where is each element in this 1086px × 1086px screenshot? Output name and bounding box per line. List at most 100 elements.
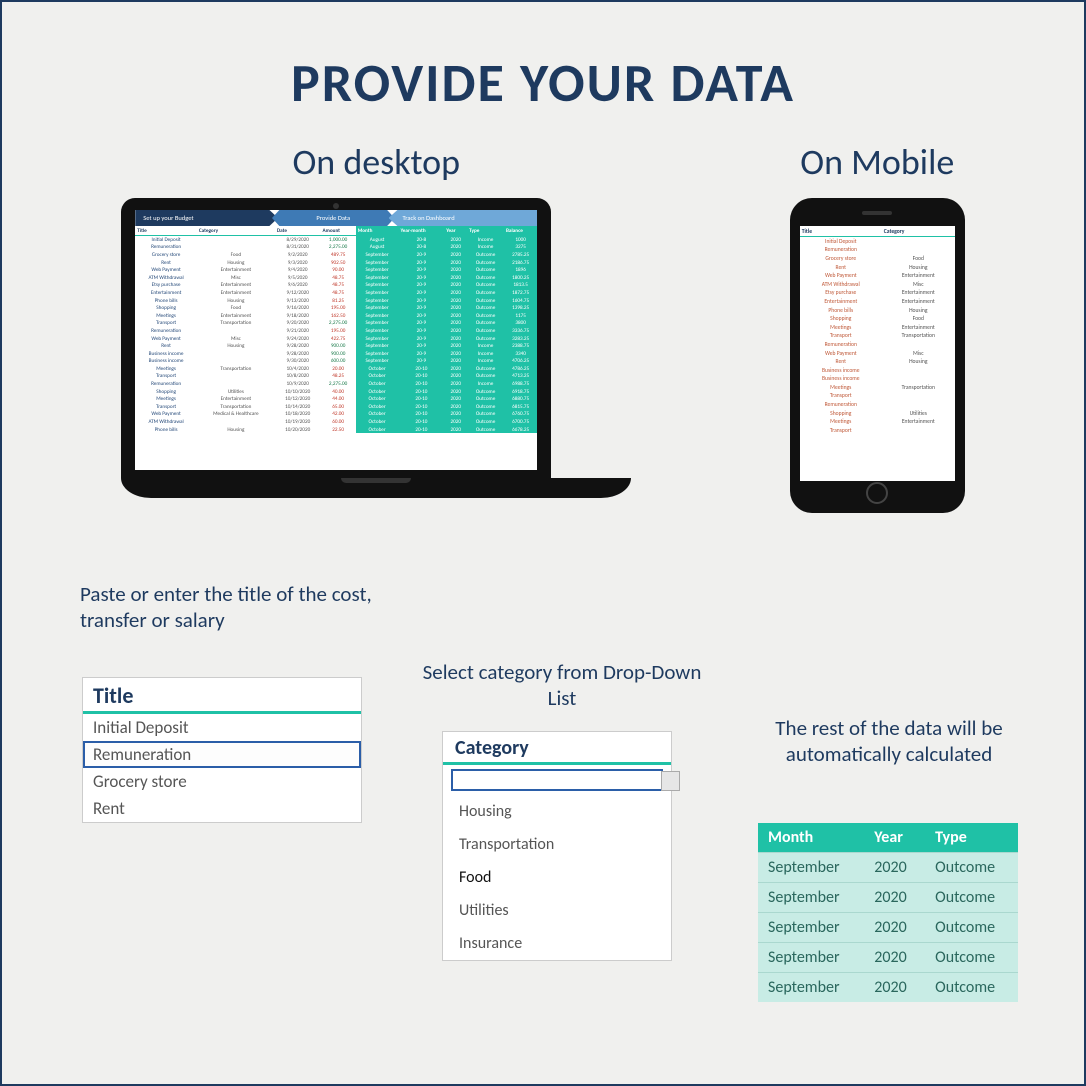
category-option[interactable]: Transportation <box>443 828 671 861</box>
table-row[interactable]: EntertainmentEntertainment9/12/202048.75… <box>135 289 537 297</box>
sheet-header: Month <box>356 226 399 236</box>
mobile-column: On Mobile TitleCategory Initial DepositR… <box>790 140 965 513</box>
sheet-header: Title <box>135 226 197 236</box>
table-row[interactable]: Remuneration <box>800 400 955 409</box>
table-row[interactable]: Web PaymentEntertainment <box>800 271 955 280</box>
table-row[interactable]: Transport <box>800 392 955 401</box>
table-row: September2020Outcome <box>758 973 1018 1003</box>
table-row[interactable]: ShoppingFood9/16/2020195.00September20-9… <box>135 304 537 312</box>
table-row[interactable]: Remuneration <box>800 340 955 349</box>
desktop-column: On desktop Set up your Budget Provide Da… <box>121 140 631 513</box>
table-row[interactable]: ATM WithdrawalMisc <box>800 280 955 289</box>
tab-provide-data[interactable]: Provide Data <box>272 210 395 226</box>
table-row[interactable]: MeetingsEntertainment9/18/2020162.50Sept… <box>135 312 537 320</box>
workflow-tabs: Set up your Budget Provide Data Track on… <box>135 210 537 226</box>
table-row[interactable]: ATM WithdrawalMisc9/5/202048.75September… <box>135 274 537 282</box>
category-option[interactable]: Utilities <box>443 894 671 927</box>
table-row[interactable]: TransportTransportation10/14/202065.00Oc… <box>135 403 537 411</box>
table-row[interactable]: EntertainmentEntertainment <box>800 297 955 306</box>
data-sheet-table: TitleCategoryDateAmountMonthYear-monthYe… <box>135 226 537 433</box>
table-row[interactable]: TransportTransportation <box>800 332 955 341</box>
table-row[interactable]: Business income <box>800 366 955 375</box>
table-row[interactable]: Remuneration8/31/20202,275.00August20-82… <box>135 244 537 252</box>
page-title: PROVIDE YOUR DATA <box>2 50 1084 116</box>
table-row[interactable]: Initial Deposit8/29/20201,000.00August20… <box>135 236 537 244</box>
table-row[interactable]: Remuneration9/21/2020195.00September20-9… <box>135 327 537 335</box>
title-cell[interactable]: Grocery store <box>83 768 361 795</box>
title-input-demo: Title Initial DepositRemunerationGrocery… <box>82 677 362 823</box>
table-row[interactable]: Grocery storeFood9/2/2020489.75September… <box>135 251 537 259</box>
table-row[interactable]: Initial Deposit <box>800 237 955 246</box>
table-row: September2020Outcome <box>758 883 1018 913</box>
table-row[interactable]: ShoppingFood <box>800 314 955 323</box>
table-row[interactable]: Grocery storeFood <box>800 254 955 263</box>
phone-icon: TitleCategory Initial DepositRemuneratio… <box>790 198 965 513</box>
auto-calc-instruction: The rest of the data will be automatical… <box>754 715 1024 768</box>
table-row: September2020Outcome <box>758 943 1018 973</box>
sheet-header: Balance <box>504 226 537 236</box>
table-row[interactable]: Remuneration <box>800 246 955 255</box>
table-row[interactable]: RentHousing <box>800 263 955 272</box>
table-row[interactable]: Transport10/8/202048.25October20-102020O… <box>135 373 537 381</box>
instructions-area: Paste or enter the title of the cost, tr… <box>2 563 1084 1043</box>
table-row[interactable]: Business income <box>800 375 955 384</box>
table-row[interactable]: MeetingsTransportation10/4/202020.00Octo… <box>135 365 537 373</box>
title-cell[interactable]: Rent <box>83 795 361 822</box>
table-row[interactable]: RentHousing <box>800 357 955 366</box>
table-row[interactable]: RentHousing9/3/2020902.50September20-920… <box>135 259 537 267</box>
table-row[interactable]: Etsy purchaseEntertainment <box>800 289 955 298</box>
table-row[interactable]: ATM Withdrawal10/19/202060.00October20-1… <box>135 418 537 426</box>
title-instruction: Paste or enter the title of the cost, tr… <box>80 581 400 634</box>
table-row: September2020Outcome <box>758 853 1018 883</box>
category-option[interactable]: Food <box>443 861 671 894</box>
title-cell[interactable]: Initial Deposit <box>83 714 361 741</box>
table-row[interactable]: Phone billsHousing <box>800 306 955 315</box>
table-row[interactable]: Web PaymentMedical & Healthcare10/18/202… <box>135 411 537 419</box>
phone-screen-content: TitleCategory Initial DepositRemuneratio… <box>800 226 955 481</box>
table-row: September2020Outcome <box>758 913 1018 943</box>
table-row[interactable]: MeetingsEntertainment <box>800 417 955 426</box>
table-row[interactable]: MeetingsTransportation <box>800 383 955 392</box>
title-cell[interactable]: Remuneration <box>83 741 361 768</box>
table-row[interactable]: ShoppingUtilities <box>800 409 955 418</box>
category-option[interactable]: Housing <box>443 795 671 828</box>
table-row[interactable]: Remuneration10/9/20202,275.00October20-1… <box>135 380 537 388</box>
tab-setup-budget[interactable]: Set up your Budget <box>135 210 278 226</box>
table-row[interactable]: Phone billsHousing10/20/202022.50October… <box>135 426 537 434</box>
tab-track-dashboard[interactable]: Track on Dashboard <box>389 210 538 226</box>
table-row[interactable]: TransportTransportation9/20/20202,275.00… <box>135 320 537 328</box>
table-row[interactable]: Web PaymentMisc <box>800 349 955 358</box>
sheet-header: Date <box>275 226 321 236</box>
category-dropdown-demo: Category HousingTransportationFoodUtilit… <box>442 731 672 961</box>
table-row[interactable]: ShoppingUtilities10/10/202040.00October2… <box>135 388 537 396</box>
category-column-header: Category <box>443 732 671 765</box>
device-row: On desktop Set up your Budget Provide Da… <box>2 140 1084 513</box>
sheet-header: Category <box>197 226 275 236</box>
table-row[interactable]: Business income9/30/2020600.00September2… <box>135 358 537 366</box>
table-row[interactable]: RentHousing9/28/2020900.00September20-92… <box>135 342 537 350</box>
phone-sheet-table: TitleCategory Initial DepositRemuneratio… <box>800 226 955 435</box>
category-select-input[interactable] <box>451 769 663 791</box>
table-row[interactable]: MeetingsEntertainment <box>800 323 955 332</box>
table-row[interactable]: Web PaymentEntertainment9/4/202090.00Sep… <box>135 266 537 274</box>
sheet-header: Year-month <box>399 226 445 236</box>
auto-header: Month <box>758 823 864 853</box>
auto-calc-table: MonthYearType September2020OutcomeSeptem… <box>758 823 1018 1002</box>
sheet-header: Type <box>467 226 504 236</box>
auto-header: Year <box>864 823 925 853</box>
table-row[interactable]: MeetingsEntertainment10/12/202044.00Octo… <box>135 395 537 403</box>
laptop-icon: Set up your Budget Provide Data Track on… <box>121 198 631 498</box>
table-row[interactable]: Web PaymentMisc9/24/2020422.75September2… <box>135 335 537 343</box>
category-option[interactable]: Insurance <box>443 927 671 960</box>
table-row[interactable]: Etsy purchaseEntertainment9/6/202048.75S… <box>135 282 537 290</box>
phone-header: Category <box>882 226 955 237</box>
table-row[interactable]: Business income9/28/2020900.00September2… <box>135 350 537 358</box>
sheet-header: Year <box>444 226 467 236</box>
desktop-label: On desktop <box>121 140 631 184</box>
title-column-header: Title <box>83 678 361 714</box>
table-row[interactable]: Transport <box>800 426 955 435</box>
phone-header: Title <box>800 226 882 237</box>
table-row[interactable]: Phone billsHousing9/13/202081.25Septembe… <box>135 297 537 305</box>
category-instruction: Select category from Drop-Down List <box>422 659 702 712</box>
auto-header: Type <box>925 823 1018 853</box>
